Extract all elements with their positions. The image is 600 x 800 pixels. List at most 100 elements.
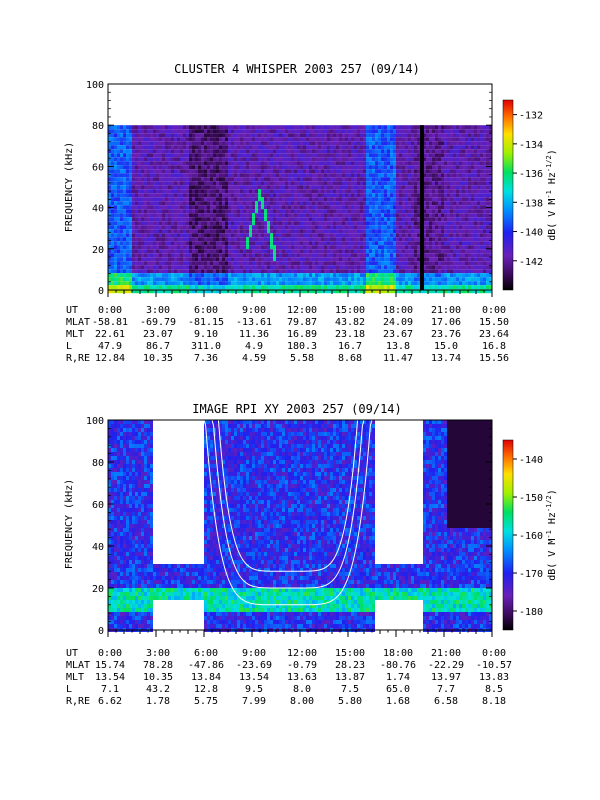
panel1-spectrogram-cell xyxy=(342,153,345,157)
panel1-spectrogram-cell xyxy=(300,169,303,173)
panel1-spectrogram-cell xyxy=(351,233,354,237)
panel1-spectrogram-cell xyxy=(369,141,372,145)
panel1-spectrogram-cell xyxy=(222,225,225,229)
panel1-spectrogram-cell xyxy=(456,197,459,201)
panel1-spectrogram-cell xyxy=(360,177,363,181)
panel1-spectrogram-cell xyxy=(117,233,120,237)
panel1-spectrogram-cell xyxy=(114,233,117,237)
panel1-spectrogram-cell xyxy=(306,233,309,237)
panel1-spectrogram-cell xyxy=(453,169,456,173)
panel1-spectrogram-cell xyxy=(123,177,126,181)
panel1-spectrogram-cell xyxy=(297,161,300,165)
panel1-spectrogram-cell xyxy=(117,181,120,185)
panel1-spectrogram-cell xyxy=(288,173,291,177)
panel1-spectrogram-cell xyxy=(225,185,228,189)
panel1-spectrogram-cell xyxy=(435,285,438,289)
panel1-spectrogram-cell xyxy=(129,181,132,185)
panel1-spectrogram-cell xyxy=(336,169,339,173)
panel1-spectrogram-cell xyxy=(396,197,399,201)
panel1-spectrogram-cell xyxy=(321,281,324,285)
panel1-spectrogram-cell xyxy=(387,197,390,201)
panel1-spectrogram-cell xyxy=(348,205,351,209)
panel1-spectrogram-cell xyxy=(297,241,300,245)
panel1-spectrogram-cell xyxy=(393,221,396,225)
panel1-spectrogram-cell xyxy=(396,241,399,245)
panel1-spectrogram-cell xyxy=(213,181,216,185)
panel1-spectrogram-cell xyxy=(153,141,156,145)
panel1-spectrogram-cell xyxy=(381,177,384,181)
panel1-spectrogram-cell xyxy=(147,245,150,249)
panel1-spectrogram-cell xyxy=(204,205,207,209)
panel1-spectrogram-cell xyxy=(270,205,273,209)
panel1-spectrogram-cell xyxy=(357,261,360,265)
panel1-spectrogram-cell xyxy=(111,229,114,233)
panel1-spectrogram-cell xyxy=(456,221,459,225)
panel1-spectrogram-cell xyxy=(324,177,327,181)
panel1-spectrogram-cell xyxy=(306,157,309,161)
panel1-spectrogram-cell xyxy=(444,269,447,273)
panel1-spectrogram-cell xyxy=(411,257,414,261)
panel1-spectrogram-cell xyxy=(405,201,408,205)
panel1-spectrogram-cell xyxy=(366,129,369,133)
panel1-spectrogram-cell xyxy=(315,141,318,145)
panel1-spectrogram-cell xyxy=(138,161,141,165)
panel1-spectrogram-cell xyxy=(330,153,333,157)
panel1-spectrogram-cell xyxy=(321,137,324,141)
panel1-spectrogram-cell xyxy=(141,169,144,173)
panel1-spectrogram-cell xyxy=(327,193,330,197)
panel1-spectrogram-cell xyxy=(246,125,249,129)
panel1-spectrogram-cell xyxy=(150,185,153,189)
panel1-spectrogram-cell xyxy=(237,269,240,273)
panel1-spectrogram-cell xyxy=(183,233,186,237)
panel1-spectrogram-cell xyxy=(375,209,378,213)
panel1-spectrogram-cell xyxy=(186,233,189,237)
panel1-spectrogram-cell xyxy=(291,137,294,141)
panel1-spectrogram-cell xyxy=(195,125,198,129)
panel1-spectrogram-cell xyxy=(459,125,462,129)
panel1-spectrogram-cell xyxy=(192,165,195,169)
panel1-spectrogram-cell xyxy=(345,269,348,273)
panel1-spectrogram-cell xyxy=(231,197,234,201)
panel1-spectrogram-cell xyxy=(228,125,231,129)
panel1-spectrogram-cell xyxy=(132,185,135,189)
panel1-spectrogram-cell xyxy=(432,249,435,253)
panel1-spectrogram-cell xyxy=(111,197,114,201)
panel1-spectrogram-cell xyxy=(192,125,195,129)
panel1-spectrogram-cell xyxy=(204,193,207,197)
panel1-spectrogram-cell xyxy=(231,249,234,253)
panel1-spectrogram-cell xyxy=(201,241,204,245)
panel1-spectrogram-cell xyxy=(255,229,258,233)
panel1-spectrogram-cell xyxy=(195,201,198,205)
panel1-spectrogram-cell xyxy=(291,153,294,157)
panel1-spectrogram-cell xyxy=(171,277,174,281)
panel1-spectrogram-cell xyxy=(132,169,135,173)
panel1-spectrogram-cell xyxy=(342,281,345,285)
panel1-spectrogram-cell xyxy=(414,265,417,269)
panel1-spectrogram-cell xyxy=(279,253,282,257)
panel1-spectrogram-cell xyxy=(186,201,189,205)
panel1-spectrogram-cell xyxy=(375,173,378,177)
panel1-spectrogram-cell xyxy=(318,241,321,245)
panel1-spectrogram-cell xyxy=(450,225,453,229)
panel1-spectrogram-cell xyxy=(297,181,300,185)
panel1-spectrogram-cell xyxy=(336,281,339,285)
panel1-spectrogram-cell xyxy=(384,273,387,277)
panel1-spectrogram-cell xyxy=(126,133,129,137)
panel1-spectrogram-cell xyxy=(258,237,261,241)
panel1-spectrogram-cell xyxy=(456,157,459,161)
panel1-spectrogram-cell xyxy=(462,141,465,145)
panel1-spectrogram-cell xyxy=(156,281,159,285)
panel1-spectrogram-cell xyxy=(384,225,387,229)
panel1-spectrogram-cell xyxy=(300,205,303,209)
panel1-spectrogram-cell xyxy=(453,241,456,245)
panel1-spectrogram-cell xyxy=(213,153,216,157)
panel1-spectrogram-cell xyxy=(144,161,147,165)
panel1-spectrogram-cell xyxy=(138,241,141,245)
panel1-spectrogram-cell xyxy=(162,285,165,289)
panel1-spectrogram-cell xyxy=(114,137,117,141)
panel1-spectrogram-cell xyxy=(159,285,162,289)
panel1-spectrogram-cell xyxy=(360,265,363,269)
panel1-spectrogram-cell xyxy=(258,149,261,153)
panel1-spectrogram-cell xyxy=(288,129,291,133)
panel1-spectrogram-cell xyxy=(204,153,207,157)
